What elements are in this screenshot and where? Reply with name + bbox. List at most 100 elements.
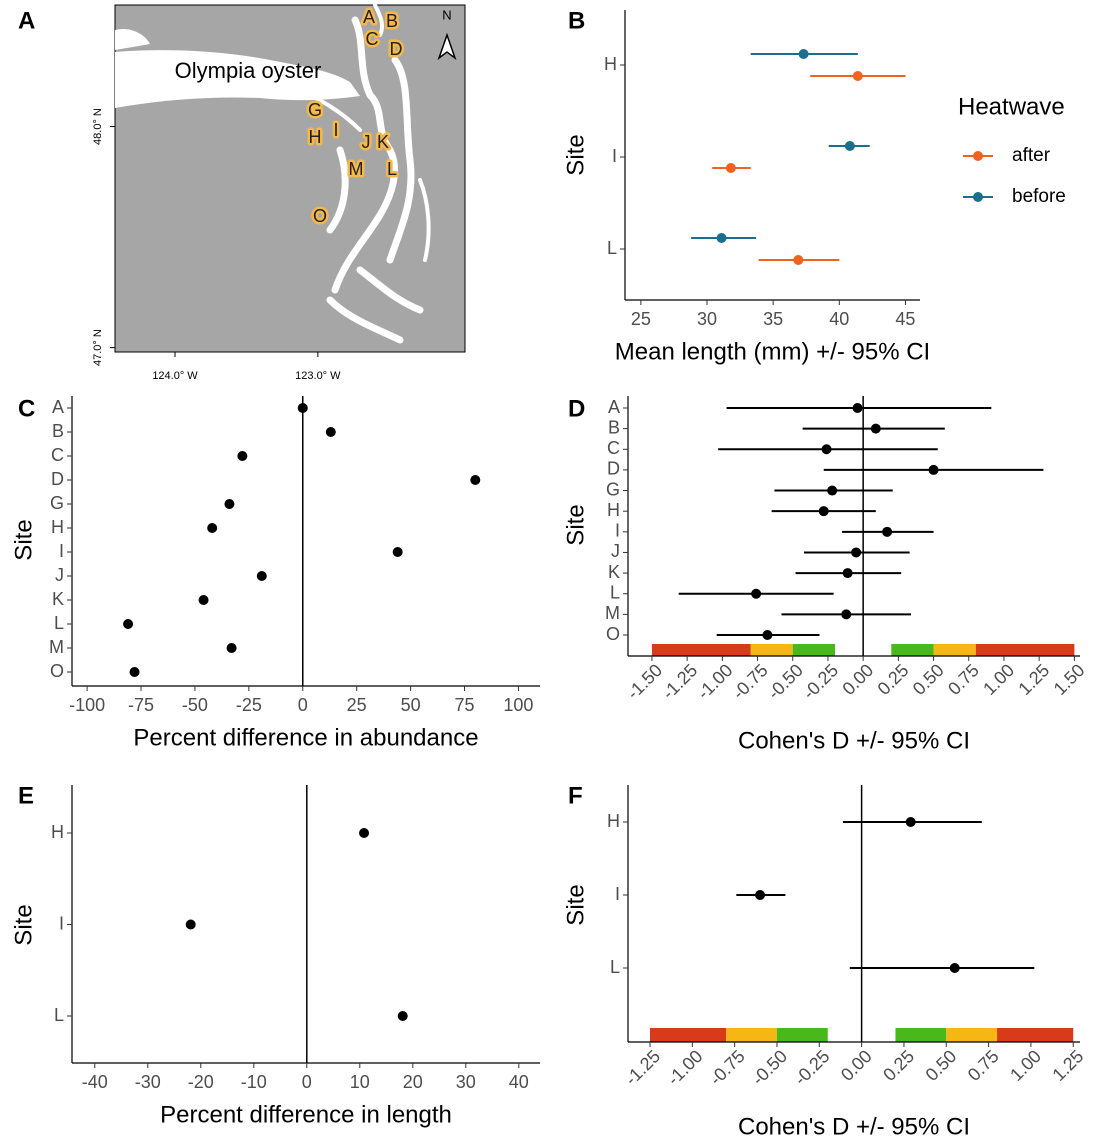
x-tick-label: 0.75	[944, 660, 983, 699]
x-tick-label: -30	[135, 1072, 161, 1092]
x-tick-label: -40	[82, 1072, 108, 1092]
y-axis-title: Site	[562, 134, 589, 175]
x-tick-label: -50	[182, 695, 208, 715]
point	[821, 444, 832, 455]
x-tick-label: -20	[188, 1072, 214, 1092]
x-tick-label: 75	[455, 695, 475, 715]
x-tick-label: 10	[350, 1072, 370, 1092]
site-label: A	[363, 7, 375, 27]
x-tick-label: 0.50	[909, 660, 948, 699]
x-tick-label: -0.50	[748, 1046, 791, 1089]
effect-band	[776, 1028, 828, 1042]
y-tick-label: C	[607, 438, 620, 458]
point	[198, 595, 209, 605]
y-tick-label: 48.0° N	[92, 108, 104, 145]
y-tick-label: J	[611, 541, 620, 561]
y-tick-label: O	[50, 661, 64, 681]
x-tick-label: 1.25	[1048, 1046, 1087, 1085]
y-tick-label: H	[51, 517, 64, 537]
y-tick-label: I	[615, 521, 620, 541]
x-tick-label: -1.25	[658, 660, 701, 703]
x-tick-label: 1.25	[1014, 660, 1053, 699]
x-tick-label: -1.00	[663, 1046, 706, 1089]
y-tick-label: J	[55, 565, 64, 585]
x-tick-label: 1.00	[979, 660, 1018, 699]
x-axis-title: Percent difference in length	[160, 1101, 452, 1128]
point	[224, 499, 235, 509]
y-tick-label: B	[52, 421, 64, 441]
y-tick-label: M	[49, 637, 64, 657]
x-tick-label: 100	[503, 695, 533, 715]
y-axis-title: Site	[10, 904, 37, 945]
effect-band	[651, 644, 751, 656]
x-tick-label: 25	[631, 309, 651, 329]
y-tick-label: I	[615, 884, 620, 904]
x-tick-label: -1.00	[693, 660, 736, 703]
y-tick-label: L	[610, 957, 620, 977]
effect-band	[650, 1028, 727, 1042]
y-axis-title: Site	[10, 519, 37, 560]
map-annotation: Olympia oyster	[175, 58, 322, 83]
site-label: I	[333, 120, 338, 140]
x-axis-title: Cohen's D +/- 95% CI	[738, 727, 970, 754]
x-tick-label: 25	[347, 695, 367, 715]
x-tick-label: 0.00	[837, 1046, 876, 1085]
y-tick-label: H	[607, 500, 620, 520]
x-tick-label: -0.75	[706, 1046, 749, 1089]
y-tick-label: 47.0° N	[92, 329, 104, 366]
y-tick-label: G	[606, 479, 620, 499]
x-tick-label: 35	[763, 309, 783, 329]
y-tick-label: G	[50, 493, 64, 513]
point	[470, 475, 481, 485]
point	[762, 630, 773, 640]
x-tick-label: -0.25	[799, 660, 842, 703]
point	[905, 817, 916, 827]
point	[237, 451, 248, 461]
x-tick-label: -0.25	[790, 1046, 833, 1089]
effect-band	[750, 644, 793, 656]
x-tick-label: -25	[236, 695, 262, 715]
y-axis-title: Site	[562, 504, 589, 545]
site-label: C	[366, 29, 379, 49]
point	[793, 255, 804, 265]
point	[256, 571, 267, 581]
point	[226, 643, 237, 653]
x-tick-label: 0.50	[922, 1046, 961, 1085]
panel-letter: C	[18, 395, 35, 422]
y-axis-title: Site	[562, 884, 589, 925]
point	[725, 163, 736, 173]
map-panel	[114, 3, 466, 353]
point	[852, 71, 863, 81]
y-tick-label: B	[608, 417, 620, 437]
x-tick-label: 1.50	[1050, 660, 1089, 699]
y-tick-label: I	[612, 146, 617, 166]
point	[755, 890, 766, 900]
y-tick-label: H	[604, 54, 617, 74]
point	[844, 141, 855, 151]
site-label: D	[390, 39, 403, 59]
map-water	[298, 3, 431, 262]
x-tick-label: -10	[241, 1072, 267, 1092]
north-label: N	[442, 7, 451, 22]
y-tick-label: A	[52, 397, 64, 417]
x-tick-label: 40	[829, 309, 849, 329]
y-tick-label: K	[52, 589, 64, 609]
point	[207, 523, 218, 533]
x-tick-label: 0	[298, 695, 308, 715]
y-tick-label: I	[59, 541, 64, 561]
x-tick-label: 123.0° W	[295, 370, 341, 382]
x-tick-label: 20	[403, 1072, 423, 1092]
x-axis-title: Cohen's D +/- 95% CI	[738, 1113, 970, 1140]
x-tick-label: 0.25	[874, 660, 913, 699]
point	[949, 963, 960, 973]
legend-key	[973, 192, 983, 202]
y-tick-label: D	[607, 459, 620, 479]
y-tick-label: L	[610, 582, 620, 602]
y-tick-label: K	[608, 562, 620, 582]
panel-letter: A	[18, 7, 35, 34]
north-arrow	[437, 32, 457, 61]
point	[325, 427, 336, 437]
point	[870, 423, 881, 434]
y-tick-label: C	[51, 445, 64, 465]
